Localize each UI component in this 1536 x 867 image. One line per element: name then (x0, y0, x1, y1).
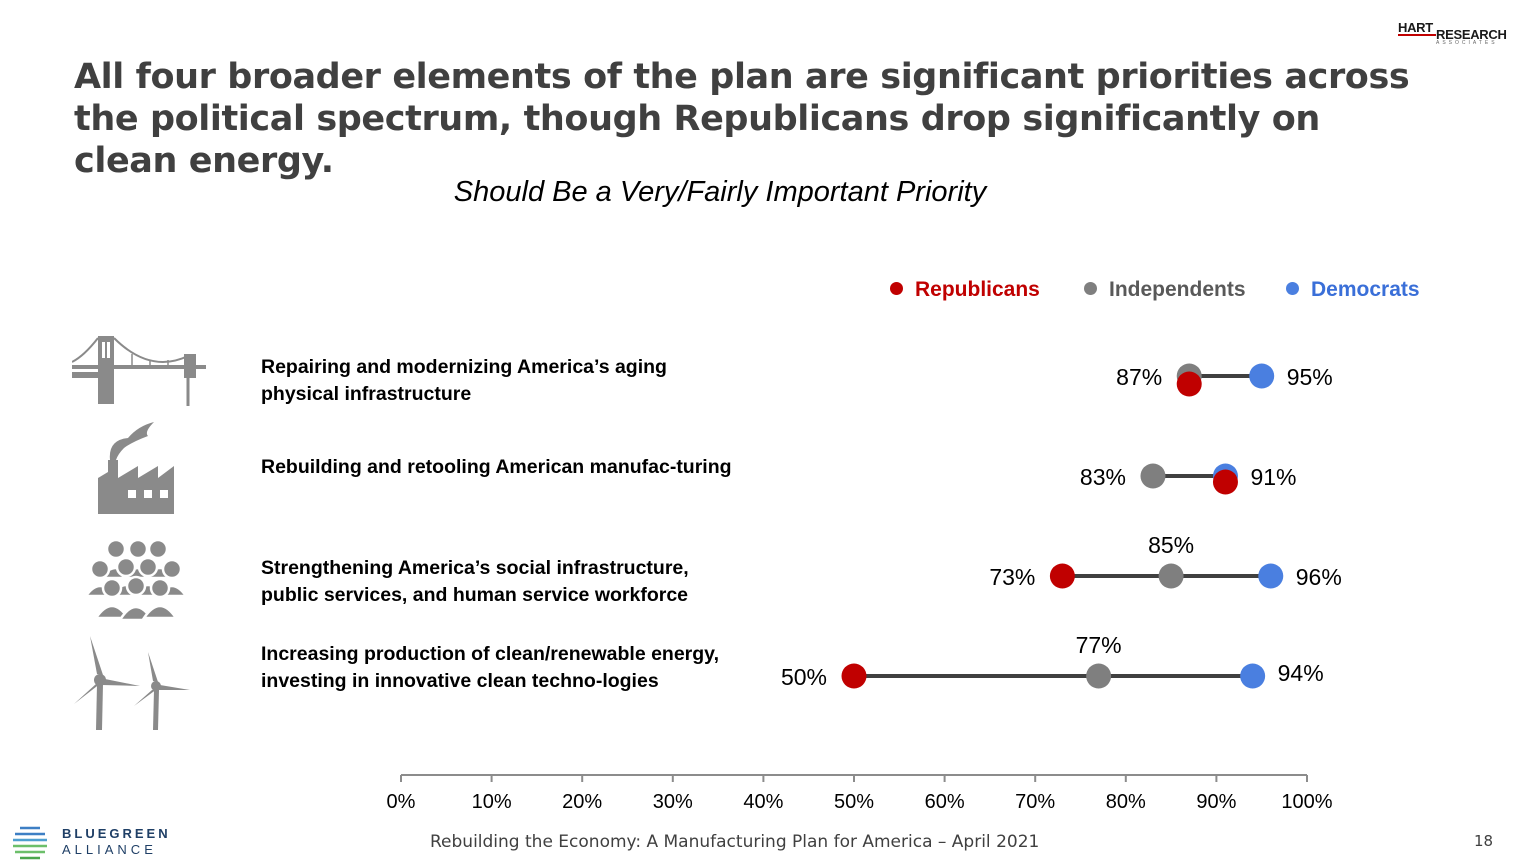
point-democrats (1249, 363, 1275, 389)
logo-text-hart: HART (1398, 20, 1433, 35)
bluegreen-name-line2: ALLIANCE (62, 842, 157, 857)
x-tick-label: 80% (1106, 791, 1146, 813)
data-label: 94% (1278, 660, 1324, 686)
bluegreen-name-line1: BLUEGREEN (62, 826, 171, 841)
row-label-clean-energy: Increasing production of clean/renewable… (261, 643, 720, 692)
data-label: 73% (989, 564, 1035, 590)
logo-rule (1398, 34, 1436, 36)
x-tick-label: 60% (925, 791, 965, 813)
x-tick-label: 20% (562, 791, 602, 813)
point-republicans (841, 663, 867, 689)
data-label: 85% (1148, 532, 1194, 558)
hart-research-logo: HART RESEARCH ASSOCIATES (1398, 20, 1512, 46)
data-label: 83% (1080, 464, 1126, 490)
point-republicans (1049, 563, 1075, 589)
data-label: 50% (781, 664, 827, 690)
legend-dot-republicans (890, 282, 903, 295)
x-tick-label: 0% (387, 791, 416, 813)
wind-turbine-icon (74, 636, 190, 730)
row-label-manufacturing: Rebuilding and retooling American manufa… (261, 456, 732, 478)
data-label: 77% (1076, 632, 1122, 658)
point-democrats (1258, 563, 1284, 589)
data-label: 96% (1296, 564, 1342, 590)
point-independents (1086, 663, 1112, 689)
data-label: 87% (1116, 364, 1162, 390)
people-icon (86, 538, 186, 622)
x-tick-label: 30% (653, 791, 693, 813)
x-tick-label: 40% (743, 791, 783, 813)
point-independents (1158, 563, 1184, 589)
point-republicans (1176, 371, 1202, 397)
data-label: 95% (1287, 364, 1333, 390)
row-label-social-infrastructure: Strengthening America’s social infrastru… (261, 557, 689, 606)
x-tick-label: 90% (1196, 791, 1236, 813)
x-tick-label: 70% (1015, 791, 1055, 813)
bluegreen-globe-icon (13, 826, 47, 860)
x-tick-label: 50% (834, 791, 874, 813)
legend-label-independents: Independents (1109, 278, 1246, 301)
legend-label-republicans: Republicans (915, 278, 1040, 301)
slide-title: All four broader elements of the plan ar… (74, 57, 1410, 181)
logo-text-associates: ASSOCIATES (1436, 40, 1498, 46)
point-democrats (1240, 663, 1266, 689)
legend-dot-democrats (1286, 282, 1299, 295)
point-republicans (1212, 469, 1238, 495)
bluegreen-alliance-logo: BLUEGREEN ALLIANCE (10, 822, 180, 862)
data-label: 91% (1250, 464, 1296, 490)
x-tick-label: 10% (472, 791, 512, 813)
bridge-icon (72, 336, 206, 406)
legend-item-democrats: Democrats (1286, 278, 1420, 302)
legend-label-democrats: Democrats (1311, 278, 1420, 301)
footer-text: Rebuilding the Economy: A Manufacturing … (430, 832, 1040, 852)
point-independents (1140, 463, 1166, 489)
x-tick-label: 100% (1281, 791, 1332, 813)
legend-dot-independents (1084, 282, 1097, 295)
legend-item-republicans: Republicans (890, 278, 1040, 302)
legend-item-independents: Independents (1084, 278, 1246, 302)
row-label-infrastructure: Repairing and modernizing America’s agin… (261, 356, 667, 405)
page-number: 18 (1474, 832, 1494, 850)
factory-icon (98, 422, 174, 514)
logo-text-research: RESEARCH (1436, 27, 1507, 42)
chart-subtitle: Should Be a Very/Fairly Important Priori… (453, 176, 987, 208)
